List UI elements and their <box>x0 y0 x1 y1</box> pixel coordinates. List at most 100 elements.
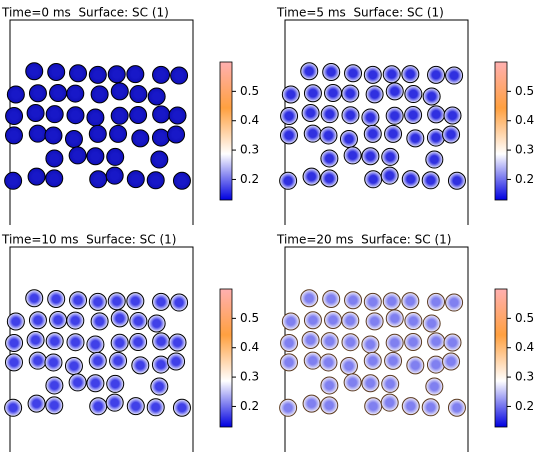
particle <box>126 170 145 189</box>
particle <box>28 124 47 143</box>
particle <box>129 85 148 104</box>
particle <box>109 351 128 370</box>
particle <box>4 126 23 145</box>
particle <box>382 65 401 84</box>
particle <box>170 293 189 312</box>
particle <box>302 167 321 186</box>
particle <box>167 352 186 371</box>
particle <box>49 310 68 329</box>
particle <box>427 292 446 311</box>
particle <box>152 65 171 84</box>
particle <box>45 396 64 415</box>
particle <box>322 62 341 81</box>
particle <box>88 292 107 311</box>
particle <box>66 84 85 103</box>
particle <box>106 147 125 166</box>
colorbar-tick-label: 0.3 <box>240 370 259 384</box>
particle <box>406 356 425 375</box>
particle <box>86 108 105 127</box>
particle <box>363 124 382 143</box>
particle <box>68 146 87 165</box>
particle <box>279 126 298 145</box>
particle <box>107 65 126 84</box>
particle <box>131 356 150 375</box>
particle <box>280 106 299 125</box>
colorbar-tick-label: 0.5 <box>515 84 534 98</box>
particle <box>105 393 124 412</box>
particle <box>319 126 338 145</box>
particle <box>427 105 446 124</box>
particle <box>443 106 462 125</box>
particle <box>427 65 446 84</box>
particle <box>126 292 145 311</box>
particle <box>45 169 64 188</box>
particle <box>126 397 145 416</box>
particle <box>279 353 298 372</box>
particle <box>27 394 46 413</box>
particle <box>300 62 319 81</box>
particle <box>279 171 298 190</box>
particle <box>88 124 107 143</box>
particle <box>324 83 343 102</box>
colorbar-tick-label: 0.5 <box>240 84 259 98</box>
particle <box>172 398 191 417</box>
particle <box>445 293 464 312</box>
particle <box>167 125 186 144</box>
particle <box>421 171 440 190</box>
colorbar <box>494 288 508 428</box>
particle <box>339 356 358 375</box>
particle <box>69 291 88 310</box>
panel-title: Time=20 ms Surface: SC (1) <box>276 233 451 247</box>
particle <box>422 314 441 333</box>
particle <box>45 149 64 168</box>
particle <box>146 171 165 190</box>
particle <box>319 353 338 372</box>
particle <box>385 106 404 125</box>
particle <box>361 335 380 354</box>
particle <box>365 312 384 331</box>
particle <box>404 312 423 331</box>
particle <box>150 150 169 169</box>
particle <box>107 292 126 311</box>
particle <box>343 373 362 392</box>
particle <box>363 351 382 370</box>
particle <box>303 311 322 330</box>
particle <box>6 85 25 104</box>
particle <box>126 65 145 84</box>
particle <box>425 150 444 169</box>
particle <box>110 82 129 101</box>
particle <box>363 292 382 311</box>
particle <box>88 351 107 370</box>
particle <box>427 332 446 351</box>
particle <box>66 311 85 330</box>
particle <box>88 65 107 84</box>
particle <box>168 106 187 125</box>
particle <box>129 106 148 125</box>
particle <box>27 167 46 186</box>
particle <box>361 108 380 127</box>
particle <box>147 314 166 333</box>
particle <box>4 171 23 190</box>
particle <box>401 170 420 189</box>
particle <box>382 292 401 311</box>
particle <box>69 64 88 83</box>
particle <box>303 351 322 370</box>
particle <box>401 292 420 311</box>
panel-title: Time=5 ms Surface: SC (1) <box>276 6 444 20</box>
particle <box>341 311 360 330</box>
particle <box>106 374 125 393</box>
colorbar-tick-label: 0.5 <box>240 311 259 325</box>
particle <box>447 171 466 190</box>
particle <box>384 351 403 370</box>
particle <box>25 62 44 81</box>
colorbar-tick-label: 0.3 <box>240 143 259 157</box>
colorbar <box>219 61 233 201</box>
panel-title: Time=10 ms Surface: SC (1) <box>1 233 176 247</box>
colorbar-tick-label: 0.4 <box>515 340 534 354</box>
colorbar <box>494 61 508 201</box>
particle <box>28 351 47 370</box>
particle <box>146 398 165 417</box>
particle <box>344 291 363 310</box>
particle <box>90 312 109 331</box>
particle <box>25 289 44 308</box>
